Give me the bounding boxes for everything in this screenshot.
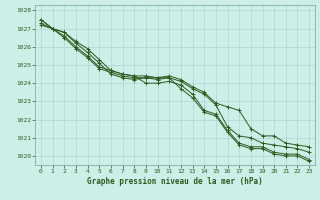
X-axis label: Graphe pression niveau de la mer (hPa): Graphe pression niveau de la mer (hPa) — [87, 177, 263, 186]
